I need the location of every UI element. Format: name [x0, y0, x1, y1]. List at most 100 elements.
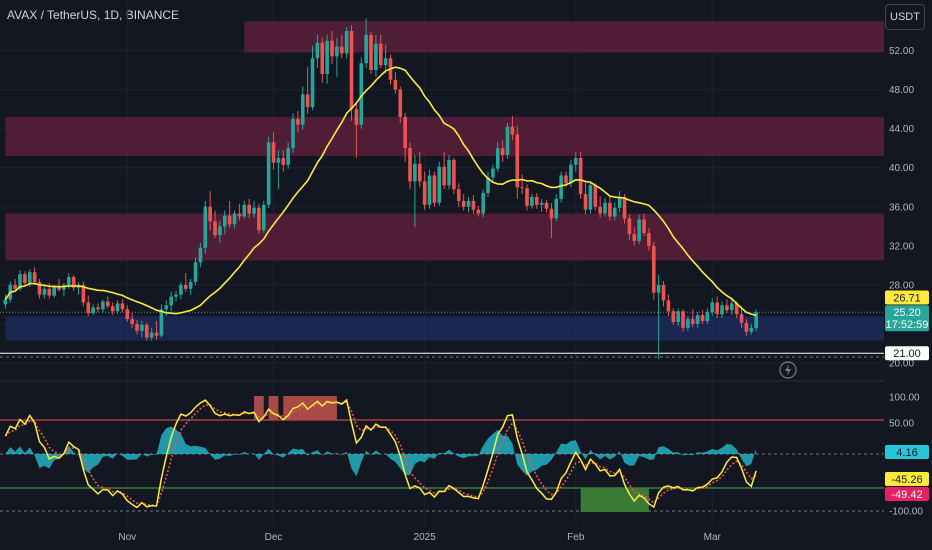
candle-body — [183, 284, 188, 289]
candle-body — [442, 166, 446, 186]
price-tick-label: 40.00 — [889, 163, 914, 174]
price-tick-label: 20.00 — [889, 359, 914, 370]
candle-body — [315, 42, 320, 59]
candle-body — [715, 302, 719, 315]
candle-body — [37, 281, 42, 295]
candle-body — [378, 43, 383, 66]
candle-body — [627, 218, 632, 235]
candle-body — [364, 34, 368, 64]
candle-body — [32, 272, 37, 282]
candle-body — [427, 175, 432, 205]
candle-body — [549, 208, 554, 219]
zones-layer — [0, 21, 884, 354]
candle-body — [120, 303, 125, 310]
candle-body — [237, 213, 242, 217]
candle-body — [754, 312, 758, 328]
candle-body — [3, 299, 8, 305]
candle-body — [676, 311, 680, 322]
candle-body — [578, 157, 583, 195]
candle-body — [359, 63, 364, 125]
candle-body — [564, 175, 568, 184]
candle-body — [666, 300, 671, 312]
osc-badge-text: 4.16 — [896, 447, 917, 459]
candle-body — [725, 305, 729, 311]
candle-body — [617, 196, 622, 208]
time-tick-label: Nov — [118, 532, 136, 543]
candle-body — [188, 281, 193, 289]
candle-body — [110, 306, 115, 312]
candle-body — [476, 209, 481, 214]
candle-body — [330, 40, 334, 57]
candle-body — [608, 202, 612, 217]
candle-body — [461, 200, 466, 207]
candle-body — [700, 315, 705, 322]
candle-body — [690, 319, 695, 324]
candle-body — [749, 327, 754, 332]
candle-body — [681, 311, 685, 328]
osc-main-line — [4, 398, 757, 509]
lightning-icon[interactable] — [779, 361, 797, 379]
candle-body — [593, 185, 598, 207]
price-tick-label: 28.00 — [889, 280, 914, 291]
candle-body — [583, 194, 588, 210]
candle-body — [500, 148, 505, 155]
candle-body — [471, 200, 476, 210]
candle-body — [369, 34, 373, 71]
candle-body — [71, 277, 76, 288]
last-price-badge — [885, 305, 929, 332]
currency-button[interactable]: USDT — [885, 4, 925, 30]
candle-body — [81, 284, 86, 303]
candle-body — [530, 196, 534, 206]
candle-body — [305, 94, 310, 108]
moving-average-line — [4, 66, 757, 317]
candle-body — [18, 274, 22, 289]
candle-body — [203, 206, 208, 248]
candle-body — [661, 284, 666, 301]
candle-body — [27, 272, 32, 283]
candle-body — [174, 294, 178, 297]
candle-body — [101, 301, 105, 310]
candle-body — [739, 314, 744, 323]
candle-body — [447, 159, 451, 186]
candle-body — [642, 219, 646, 234]
candle-body — [335, 46, 339, 57]
candle-body — [632, 234, 637, 241]
candle-body — [218, 226, 222, 236]
candle-body — [325, 40, 329, 74]
candle-body — [432, 175, 437, 203]
candle-body — [486, 177, 490, 194]
candle-body — [734, 303, 739, 315]
candle-body — [520, 187, 524, 189]
time-tick-label: 2025 — [414, 532, 437, 543]
candle-body — [247, 204, 251, 214]
candle-body — [515, 134, 520, 188]
candle-body — [612, 207, 617, 217]
price-tick-label: 52.00 — [889, 46, 914, 57]
candle-body — [91, 307, 95, 314]
overbought-bar — [297, 396, 337, 420]
candle-body — [135, 323, 139, 331]
time-tick-label: Dec — [265, 532, 283, 543]
candle-body — [86, 302, 91, 314]
candle-body — [656, 284, 661, 293]
candle-body — [242, 204, 247, 217]
overbought-bar — [283, 396, 298, 420]
candle-body — [408, 148, 412, 182]
candle-body — [505, 126, 510, 155]
candle-body — [105, 301, 110, 307]
candle-body — [452, 159, 456, 190]
candle-body — [179, 284, 183, 295]
candle-body — [47, 288, 52, 296]
candle-body — [96, 307, 100, 310]
last-price-badge-text: 17:52:59 — [886, 319, 929, 331]
candles-layer — [3, 18, 758, 360]
candle-body — [720, 305, 724, 315]
price-tick-label: 36.00 — [889, 202, 914, 213]
candle-body — [710, 302, 715, 313]
candle-body — [622, 196, 627, 219]
osc-badge — [885, 487, 929, 501]
candle-body — [403, 116, 407, 149]
candle-body — [193, 262, 198, 282]
